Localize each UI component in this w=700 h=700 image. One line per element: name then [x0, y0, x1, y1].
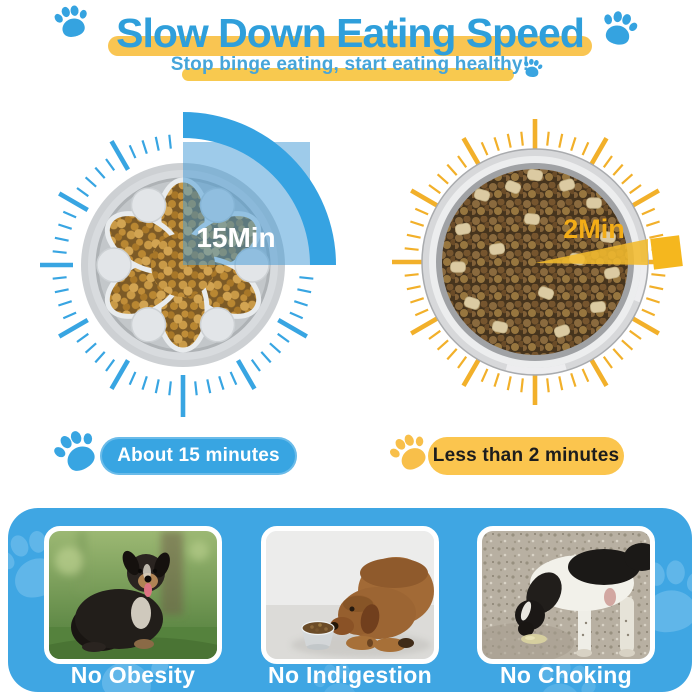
- normal-bowl-clock: 2Min: [392, 119, 683, 405]
- dog-illustration: [71, 550, 170, 652]
- dog-illustration: [515, 543, 650, 657]
- stainless-bowl: 2Min: [421, 148, 683, 376]
- slow-caption-text: About 15 minutes: [117, 445, 280, 466]
- fast-caption-text: Less than 2 minutes: [432, 445, 620, 466]
- title-highlight-bar: [108, 36, 592, 56]
- subtitle-highlight-bar: [182, 68, 514, 81]
- fast-time-label: 2Min: [563, 214, 625, 244]
- benefits-panel: No Obesity No Indigestion No Choking: [8, 508, 692, 692]
- slow-caption-pill: About 15 minutes: [100, 437, 297, 475]
- page-subtitle: Stop binge eating, start eating healthy!: [170, 54, 530, 75]
- maze-ridges: [96, 187, 270, 343]
- clock-ticks-blue: [40, 134, 314, 417]
- paw-icon: [521, 57, 545, 79]
- treat-pieces: [450, 168, 621, 338]
- two-minute-block: [650, 235, 683, 270]
- benefit-label-choking: No Choking: [499, 662, 633, 688]
- clock-ticks-yellow: [392, 119, 678, 405]
- no-choking-photo: [477, 526, 655, 664]
- slow-feeder-clock: 15Min: [40, 112, 336, 417]
- kibble-bowl: [301, 620, 335, 650]
- no-indigestion-photo: [261, 526, 439, 664]
- two-minute-wedge: [535, 239, 648, 265]
- slow-time-label: 15Min: [196, 222, 275, 253]
- slow-feeder-bowl: 15Min: [81, 112, 336, 367]
- no-obesity-photo: [44, 526, 222, 664]
- fifteen-minute-arc: [183, 112, 336, 265]
- fast-caption-pill: Less than 2 minutes: [428, 437, 624, 475]
- benefit-label-indigestion: No Indigestion: [268, 662, 432, 688]
- dog-illustration: [329, 557, 434, 652]
- benefit-label-obesity: No Obesity: [70, 662, 196, 688]
- kibble-fill: [442, 169, 628, 355]
- page-title: Slow Down Eating Speed: [116, 10, 585, 56]
